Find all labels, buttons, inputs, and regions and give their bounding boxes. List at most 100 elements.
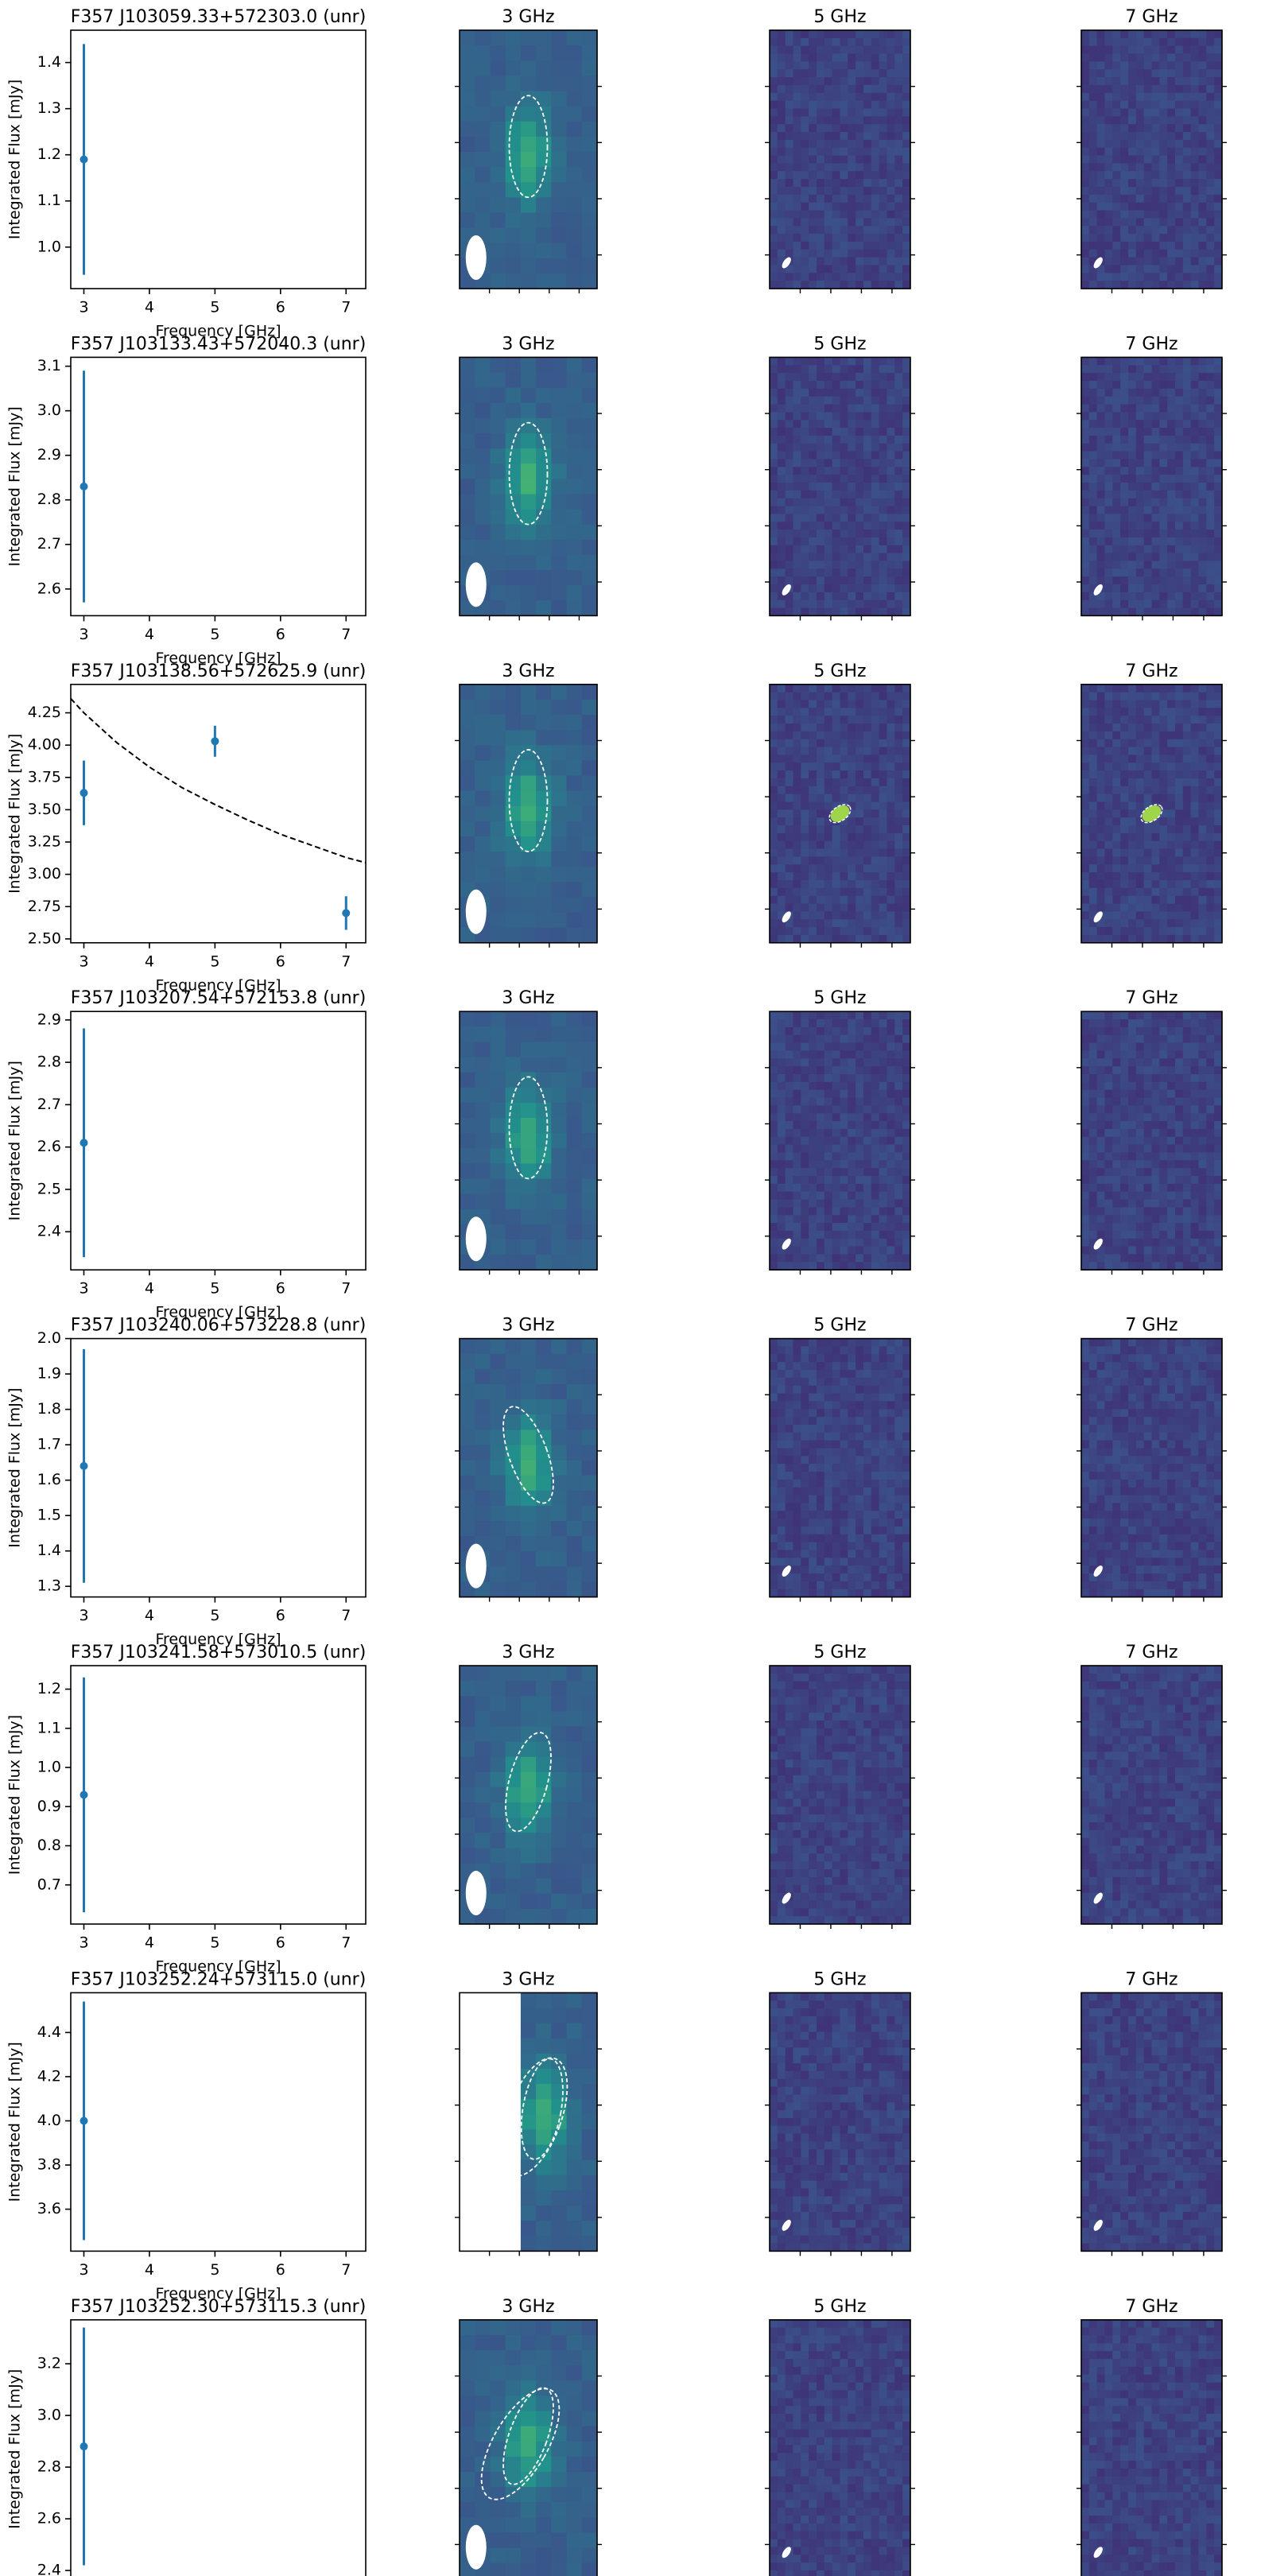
panel-title: 5 GHz	[813, 661, 866, 681]
image-pixel	[1190, 241, 1200, 250]
image-pixel	[1120, 716, 1129, 724]
image-pixel	[581, 417, 598, 434]
image-pixel	[848, 459, 856, 467]
image-pixel	[894, 451, 903, 460]
image-pixel	[1088, 880, 1098, 889]
image-pixel	[1159, 911, 1168, 920]
image-pixel	[1135, 927, 1145, 936]
image-pixel	[1167, 179, 1176, 188]
image-pixel	[863, 1113, 872, 1122]
image-pixel	[1167, 856, 1176, 865]
image-pixel	[1112, 163, 1121, 172]
image-pixel	[770, 1066, 778, 1075]
image-pixel	[1143, 443, 1153, 452]
image-pixel	[824, 69, 833, 78]
image-pixel	[475, 417, 491, 434]
image-pixel	[785, 210, 794, 219]
image-panel: 5 GHz	[765, 988, 915, 1275]
image-pixel	[1175, 903, 1184, 913]
image-pixel	[871, 265, 880, 274]
image-pixel	[785, 226, 794, 235]
image-pixel	[1190, 37, 1200, 47]
image-pixel	[879, 1223, 888, 1232]
panel-title: 3 GHz	[502, 334, 554, 354]
image-pixel	[809, 498, 817, 507]
image-pixel	[1159, 584, 1168, 593]
image-pixel	[551, 1239, 568, 1255]
image-pixel	[824, 530, 833, 538]
image-pixel	[886, 522, 895, 530]
image-pixel	[1128, 880, 1137, 889]
image-pixel	[817, 801, 825, 810]
image-pixel	[817, 116, 825, 125]
image-pixel	[785, 357, 794, 366]
image-pixel	[902, 716, 911, 724]
image-pixel	[785, 412, 794, 421]
image-pixel	[832, 435, 841, 444]
image-pixel	[566, 258, 583, 274]
image-pixel	[1206, 817, 1215, 826]
image-pixel	[777, 273, 786, 281]
image-pixel	[848, 482, 856, 491]
image-pixel	[840, 537, 848, 546]
image-pixel	[1104, 762, 1113, 771]
image-pixel	[817, 69, 825, 78]
image-pixel	[1190, 404, 1200, 413]
image-pixel	[801, 116, 809, 125]
image-pixel	[793, 475, 801, 483]
image-pixel	[785, 45, 794, 55]
image-pixel	[1214, 147, 1223, 157]
image-pixel	[894, 872, 903, 881]
image-pixel	[1112, 124, 1121, 133]
image-pixel	[770, 443, 778, 452]
image-pixel	[1096, 365, 1106, 374]
image-pixel	[1206, 218, 1215, 227]
image-pixel	[793, 1050, 801, 1059]
image-pixel	[848, 498, 856, 507]
image-pixel	[793, 1113, 801, 1122]
image-pixel	[902, 724, 911, 732]
image-pixel	[801, 373, 809, 382]
image-pixel	[1198, 451, 1207, 460]
image-pixel	[777, 755, 786, 763]
image-pixel	[894, 1097, 903, 1106]
image-pixel	[902, 265, 911, 274]
image-pixel	[1128, 404, 1137, 413]
image-pixel	[848, 584, 856, 593]
image-pixel	[848, 817, 856, 826]
image-pixel	[824, 1168, 833, 1177]
image-pixel	[520, 121, 537, 138]
image-pixel	[1206, 708, 1215, 716]
image-frame	[459, 356, 598, 617]
image-pixel	[460, 494, 475, 510]
image-pixel	[1167, 514, 1176, 522]
image-pixel	[793, 817, 801, 826]
image-pixel	[871, 1121, 880, 1130]
image-pixel	[1214, 265, 1223, 274]
image-pixel	[520, 1026, 537, 1043]
image-pixel	[817, 147, 825, 157]
image-pixel	[871, 825, 880, 834]
image-pixel	[785, 380, 794, 390]
image-pixel	[1112, 218, 1121, 227]
image-pixel	[1167, 755, 1176, 763]
image-pixel	[894, 856, 903, 865]
image-pixel	[1112, 840, 1121, 850]
image-pixel	[879, 37, 888, 47]
image-pixel	[490, 242, 506, 259]
image-pixel	[551, 867, 568, 883]
image-pixel	[894, 1199, 903, 1208]
image-pixel	[770, 194, 778, 204]
image-pixel	[809, 1026, 817, 1036]
image-pixel	[1096, 684, 1106, 693]
image-pixel	[490, 1255, 506, 1271]
image-pixel	[475, 775, 491, 792]
image-pixel	[902, 194, 911, 204]
image-pixel	[840, 1050, 848, 1059]
image-pixel	[581, 539, 598, 556]
image-pixel	[460, 197, 475, 214]
image-pixel	[809, 234, 817, 242]
image-pixel	[1159, 249, 1168, 258]
image-pixel	[1190, 202, 1200, 211]
image-pixel	[894, 249, 903, 258]
